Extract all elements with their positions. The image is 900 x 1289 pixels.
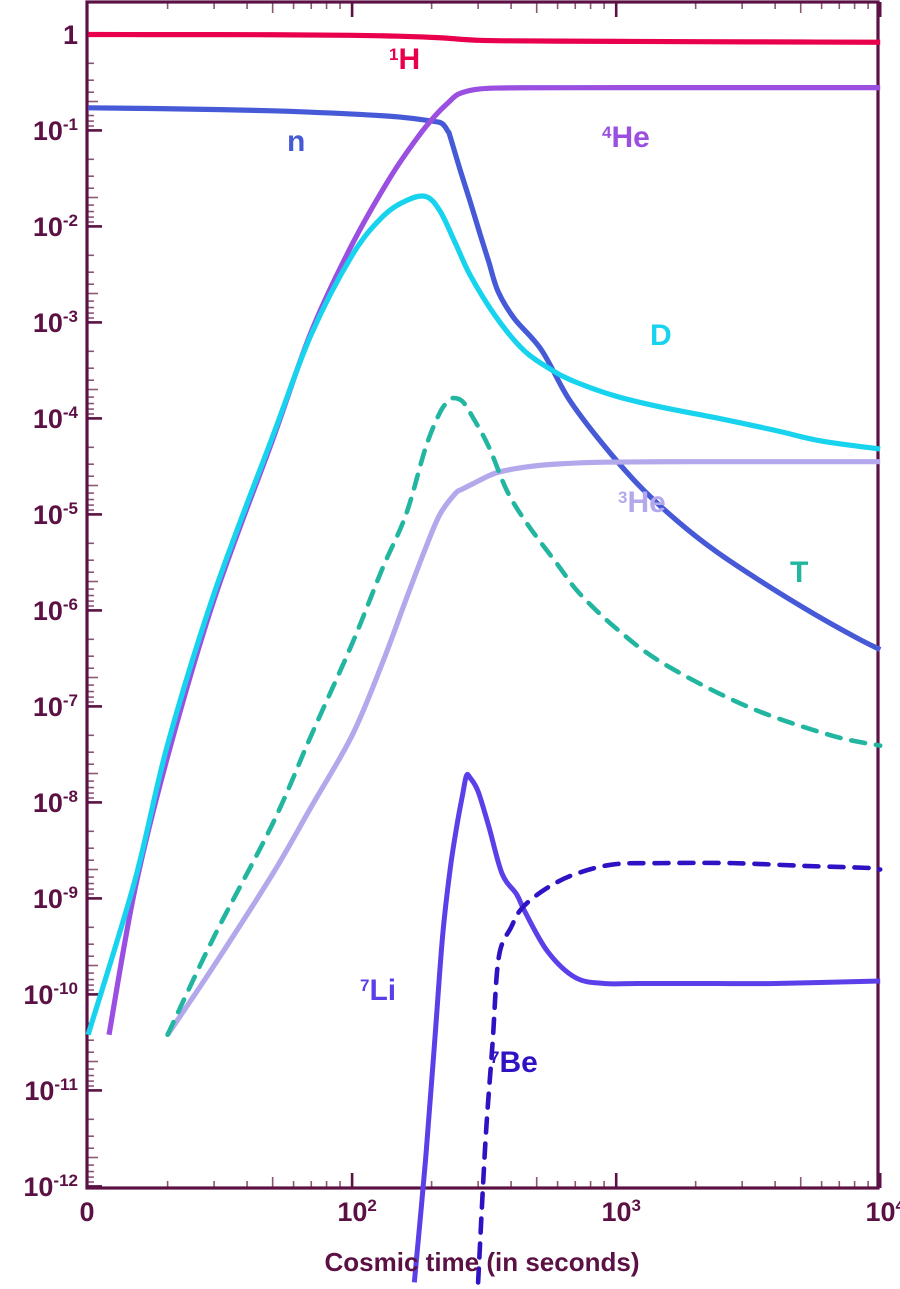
svg-text:n: n bbox=[287, 125, 305, 158]
svg-text:D: D bbox=[650, 319, 672, 352]
svg-text:T: T bbox=[790, 556, 808, 589]
svg-text:104: 104 bbox=[865, 1196, 900, 1227]
svg-text:0: 0 bbox=[79, 1197, 94, 1227]
svg-text:Cosmic time (in seconds): Cosmic time (in seconds) bbox=[325, 1247, 640, 1277]
svg-text:1: 1 bbox=[63, 20, 78, 50]
